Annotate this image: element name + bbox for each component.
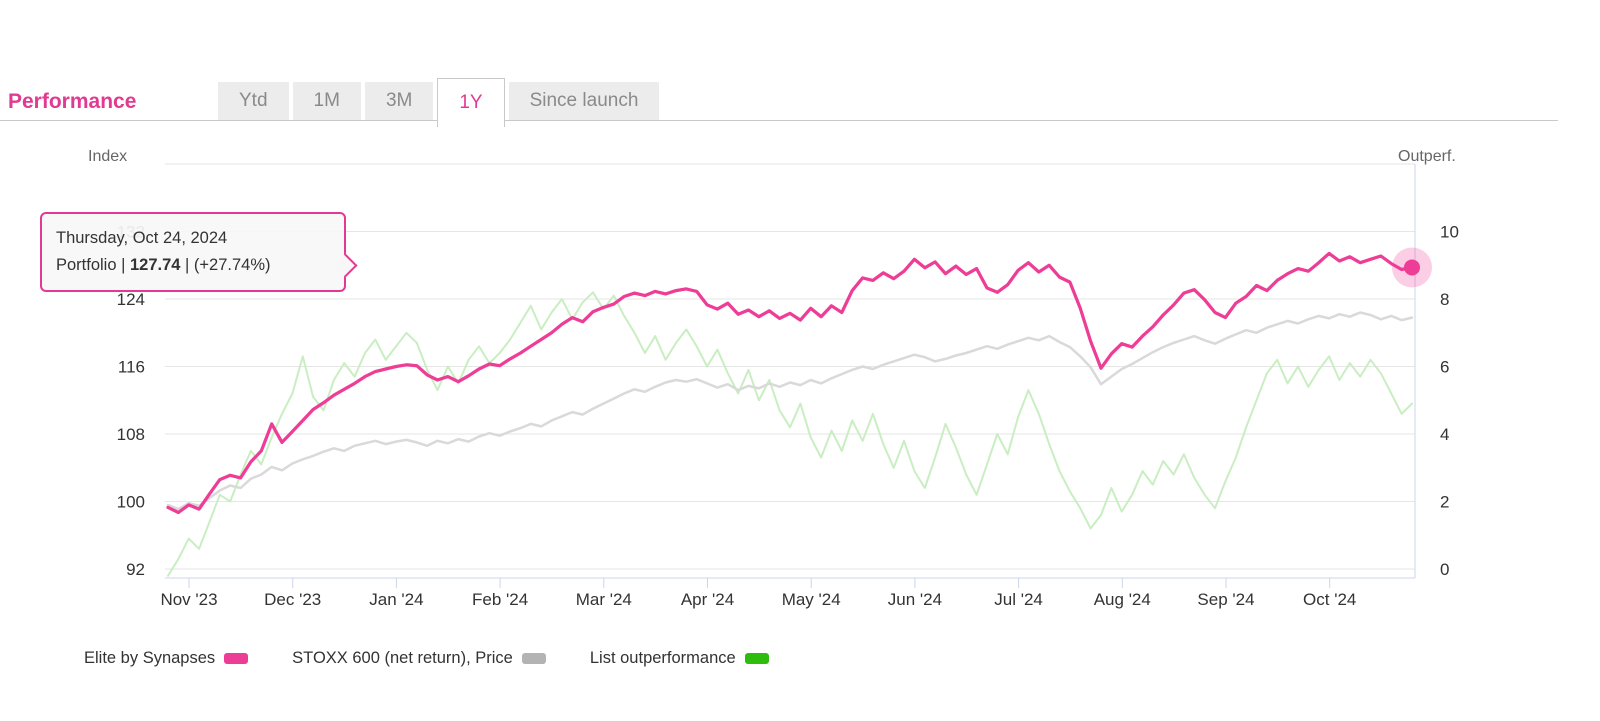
- x-axis-label: Nov '23: [160, 590, 217, 609]
- right-axis-title: Outperf.: [1398, 148, 1456, 165]
- y-axis-right-label: 10: [1440, 223, 1459, 242]
- x-axis-label: May '24: [782, 590, 841, 609]
- y-axis-left-label: 124: [117, 290, 145, 309]
- tab-since-launch[interactable]: Since launch: [508, 82, 660, 120]
- tooltip-date: Thursday, Oct 24, 2024: [56, 229, 228, 247]
- x-axis-label: Aug '24: [1094, 590, 1151, 609]
- marker-dot[interactable]: [1404, 259, 1420, 276]
- tab-underline: [0, 120, 1558, 121]
- tab-3m[interactable]: 3M: [364, 82, 434, 120]
- y-axis-left-label: 116: [118, 358, 145, 377]
- y-axis-right-label: 8: [1440, 290, 1449, 309]
- chart-legend: Elite by Synapses STOXX 600 (net return)…: [84, 649, 769, 668]
- tab-1m[interactable]: 1M: [292, 82, 361, 120]
- x-axis-label: Mar '24: [576, 590, 632, 609]
- x-axis-label: Jan '24: [369, 590, 423, 609]
- y-axis-left-label: 92: [126, 560, 145, 579]
- y-axis-left-label: 108: [117, 425, 145, 444]
- x-axis-label: Feb '24: [472, 590, 528, 609]
- x-axis-label: Jun '24: [888, 590, 942, 609]
- tab-ytd[interactable]: Ytd: [218, 82, 289, 120]
- series-line-list[interactable]: [167, 291, 1413, 577]
- left-axis-title: Index: [88, 148, 128, 165]
- x-axis-label: Sep '24: [1197, 590, 1254, 609]
- legend-swatch-pink: [224, 653, 249, 664]
- series-lines: [166, 251, 1414, 577]
- legend-item-stoxx[interactable]: STOXX 600 (net return), Price: [292, 649, 546, 668]
- series-line-stoxx[interactable]: [166, 311, 1414, 511]
- legend-label: STOXX 600 (net return), Price: [292, 649, 513, 667]
- y-axis-right-label: 2: [1440, 493, 1449, 512]
- series-line-elite[interactable]: [166, 251, 1414, 515]
- x-axis-label: Jul '24: [994, 590, 1043, 609]
- last-point-marker[interactable]: [1392, 247, 1432, 288]
- tab-1y[interactable]: 1Y: [437, 78, 505, 127]
- x-axis-label: Oct '24: [1303, 590, 1356, 609]
- legend-label: List outperformance: [589, 649, 736, 667]
- legend-label: Elite by Synapses: [84, 649, 216, 667]
- legend-item-elite[interactable]: Elite by Synapses: [84, 649, 249, 668]
- x-axis-label: Apr '24: [681, 590, 734, 609]
- x-axis-labels: Nov '23 Dec '23 Jan '24 Feb '24 Mar '24 Apr '…: [160, 590, 1356, 609]
- legend-swatch-green: [744, 653, 769, 664]
- y-axis-right-label: 0: [1440, 560, 1449, 579]
- tooltip-value: 127.74: [129, 256, 181, 274]
- tooltip-value-line: Portfolio | 127.74 | (+27.74%): [56, 256, 271, 274]
- x-axis-label: Dec '23: [264, 590, 321, 609]
- period-tabs: Ytd 1M 3M 1Y Since launch: [218, 78, 660, 127]
- y-axis-right-labels: 0 2 4 6 8 10: [1440, 223, 1459, 580]
- page-title: Performance: [8, 90, 137, 113]
- y-axis-right-label: 6: [1440, 358, 1449, 377]
- legend-item-outperformance[interactable]: List outperformance: [590, 649, 769, 668]
- y-axis-left-label: 100: [117, 493, 145, 512]
- chart-tooltip: Thursday, Oct 24, 2024 Portfolio | 127.7…: [40, 212, 358, 292]
- legend-swatch-gray: [521, 653, 546, 664]
- gridlines: [165, 163, 1415, 570]
- axis-lines: [165, 164, 1416, 588]
- y-axis-right-label: 4: [1440, 425, 1449, 444]
